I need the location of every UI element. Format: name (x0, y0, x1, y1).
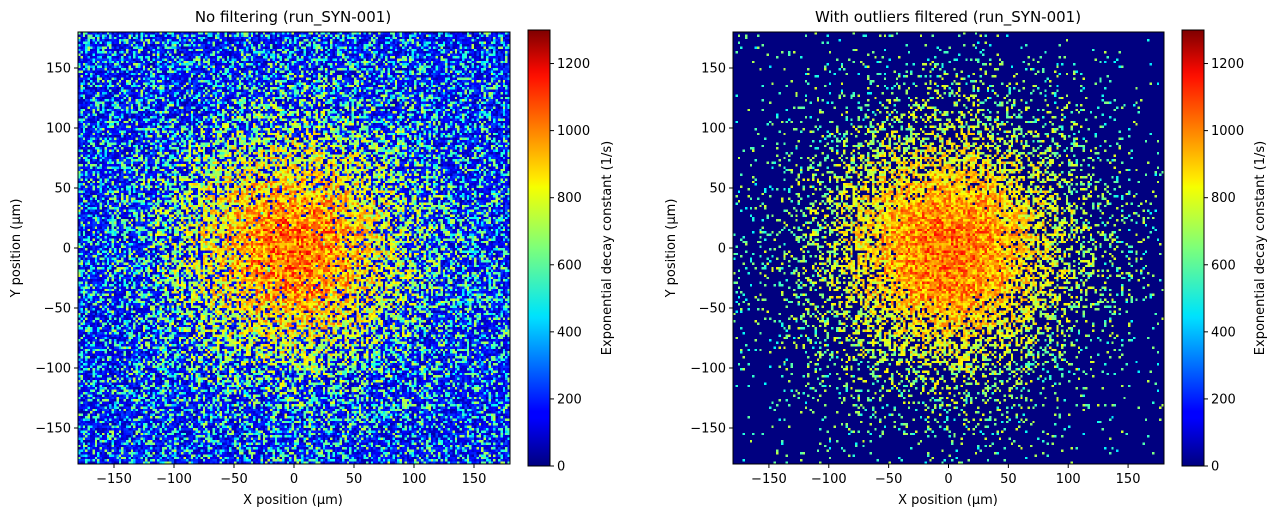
heatmap-plot-area (77, 31, 511, 465)
y-tick-label: −100 (35, 362, 71, 377)
colorbar-tick-label: 200 (557, 392, 582, 407)
x-tick-label: 100 (1056, 472, 1081, 487)
x-tick-label: −150 (751, 472, 787, 487)
chart-title: No filtering (run_SYN-001) (195, 8, 391, 27)
heatmap-image (78, 32, 510, 464)
colorbar-tick-label: 1000 (557, 124, 590, 139)
colorbar-tick-label: 400 (1211, 325, 1236, 340)
colorbar-tick-label: 1200 (557, 57, 590, 72)
colorbar-tick-label: 1000 (1211, 124, 1244, 139)
heatmap-panel-filtered: With outliers filtered (run_SYN-001) −15… (664, 8, 1268, 508)
x-axis-ticks: −150 −100 −50 0 50 100 150 (751, 464, 1140, 487)
colorbar-tick-label: 1200 (1211, 57, 1244, 72)
x-tick-label: 50 (346, 472, 363, 487)
y-axis-label: Y position (µm) (9, 199, 24, 299)
y-tick-label: 50 (709, 182, 726, 197)
y-tick-label: 150 (701, 62, 726, 77)
colorbar-tick-label: 200 (1211, 392, 1236, 407)
chart-title: With outliers filtered (run_SYN-001) (815, 8, 1081, 27)
y-axis-ticks: −150 −100 −50 0 50 100 150 (690, 62, 733, 437)
x-axis-label: X position (µm) (898, 493, 998, 508)
x-tick-label: −50 (875, 472, 902, 487)
colorbar-tick-label: 600 (557, 258, 582, 273)
heatmap-panel-unfiltered: No filtering (run_SYN-001) −150 −100 −50 0 5… (9, 8, 615, 508)
colorbar-tick-label: 400 (557, 325, 582, 340)
x-tick-label: −50 (220, 472, 247, 487)
y-tick-label: 100 (46, 122, 71, 137)
y-tick-label: 0 (718, 242, 726, 257)
colorbar-gradient (1181, 29, 1205, 467)
y-tick-label: 100 (701, 122, 726, 137)
y-tick-label: −100 (690, 362, 726, 377)
colorbar-tick-label: 0 (1211, 460, 1219, 475)
colorbar: 0 200 400 600 800 1000 1200 Exponential decay … (527, 29, 615, 475)
x-axis-ticks: −150 −100 −50 0 50 100 150 (96, 464, 486, 487)
y-axis-label: Y position (µm) (664, 199, 679, 299)
colorbar-tick-label: 800 (557, 191, 582, 206)
colorbar-tick-label: 800 (1211, 191, 1236, 206)
heatmap-image (733, 32, 1164, 464)
colorbar-tick-label: 0 (557, 460, 565, 475)
colorbar: 0 200 400 600 800 1000 1200 Exponential decay … (1181, 29, 1268, 475)
x-axis-label: X position (µm) (243, 493, 343, 508)
colorbar-ticks: 0 200 400 600 800 1000 1200 (1204, 57, 1244, 475)
x-tick-label: 150 (1116, 472, 1141, 487)
x-tick-label: −100 (811, 472, 847, 487)
y-tick-label: −150 (690, 422, 726, 437)
x-tick-label: −100 (156, 472, 192, 487)
colorbar-ticks: 0 200 400 600 800 1000 1200 (550, 57, 590, 475)
y-tick-label: −150 (35, 422, 71, 437)
x-tick-label: −150 (96, 472, 132, 487)
y-tick-label: 150 (46, 62, 71, 77)
y-tick-label: −50 (699, 302, 726, 317)
y-axis-ticks: −150 −100 −50 0 50 100 150 (35, 62, 78, 437)
x-tick-label: 0 (944, 472, 952, 487)
x-tick-label: 100 (402, 472, 427, 487)
y-tick-label: 50 (54, 182, 71, 197)
colorbar-tick-label: 600 (1211, 258, 1236, 273)
colorbar-label: Exponential decay constant (1/s) (1253, 141, 1268, 355)
colorbar-label: Exponential decay constant (1/s) (600, 141, 615, 355)
x-tick-label: 50 (1000, 472, 1017, 487)
colorbar-gradient (527, 29, 551, 467)
x-tick-label: 0 (290, 472, 298, 487)
y-tick-label: 0 (63, 242, 71, 257)
heatmap-plot-area (732, 31, 1165, 465)
y-tick-label: −50 (44, 302, 71, 317)
x-tick-label: 150 (462, 472, 487, 487)
